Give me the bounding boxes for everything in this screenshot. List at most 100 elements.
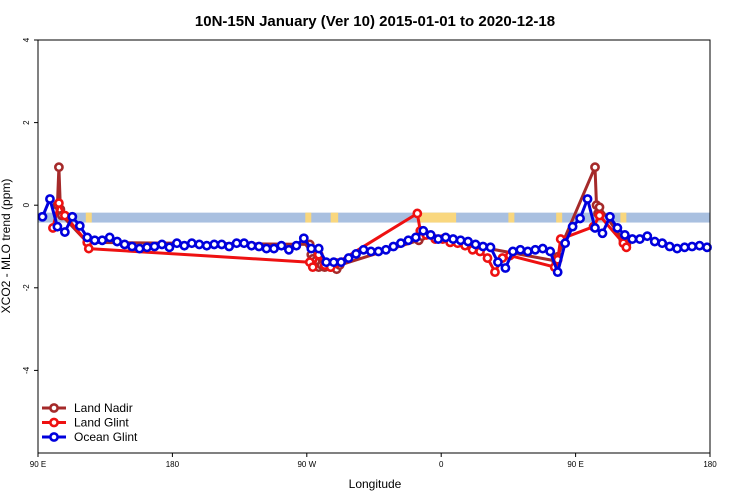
data-point-ocean-glint bbox=[395, 238, 406, 249]
data-point-ocean-glint bbox=[97, 235, 108, 246]
x-tick-label: 180 bbox=[703, 460, 717, 469]
data-point-ocean-glint bbox=[82, 232, 93, 243]
data-point-ocean-glint bbox=[425, 230, 436, 240]
data-point-ocean-glint bbox=[500, 263, 511, 273]
data-point-ocean-glint bbox=[149, 241, 160, 252]
data-point-ocean-glint bbox=[298, 233, 309, 244]
data-point-ocean-glint bbox=[507, 246, 518, 257]
legend-item-ocean-glint: Ocean Glint bbox=[42, 430, 138, 444]
x-tick-label: 90 E bbox=[30, 460, 46, 469]
data-point-ocean-glint bbox=[171, 238, 182, 249]
data-point-ocean-glint bbox=[104, 232, 115, 243]
data-point-ocean-glint bbox=[52, 221, 63, 232]
legend-swatch-marker bbox=[49, 403, 59, 413]
data-point-ocean-glint bbox=[694, 240, 705, 251]
data-point-ocean-glint bbox=[186, 238, 197, 249]
data-point-ocean-glint bbox=[664, 241, 675, 252]
data-point-ocean-glint bbox=[433, 234, 444, 244]
data-point-ocean-glint bbox=[358, 244, 369, 255]
data-point-ocean-glint bbox=[127, 241, 137, 252]
x-tick-label: 90 W bbox=[297, 460, 316, 469]
series-line-ocean-glint bbox=[41, 197, 708, 274]
series-ocean-glint bbox=[37, 194, 712, 278]
data-point-ocean-glint bbox=[269, 243, 279, 254]
plot-frame bbox=[37, 39, 711, 454]
data-point-ocean-glint bbox=[612, 223, 623, 233]
data-point-ocean-glint bbox=[672, 243, 683, 254]
legend-label: Ocean Glint bbox=[74, 430, 138, 444]
chart-title: 10N-15N January (Ver 10) 2015-01-01 to 2… bbox=[195, 13, 555, 30]
legend-item-land-glint: Land Glint bbox=[42, 416, 129, 430]
data-point-ocean-glint bbox=[642, 231, 653, 242]
data-point-land-nadir bbox=[590, 162, 600, 173]
data-point-ocean-glint bbox=[254, 241, 264, 252]
x-tick-label: 90 E bbox=[567, 460, 583, 469]
x-tick-label: 180 bbox=[166, 460, 180, 469]
data-point-ocean-glint bbox=[351, 249, 361, 259]
data-point-ocean-glint bbox=[463, 236, 473, 247]
data-point-ocean-glint bbox=[112, 236, 123, 247]
data-point-ocean-glint bbox=[67, 211, 78, 222]
legend-item-land-nadir: Land Nadir bbox=[42, 401, 133, 415]
data-point-ocean-glint bbox=[515, 244, 526, 255]
data-point-ocean-glint bbox=[627, 234, 638, 244]
y-tick-label: -4 bbox=[22, 366, 31, 374]
y-tick-label: 4 bbox=[22, 37, 31, 42]
data-point-ocean-glint bbox=[313, 243, 324, 254]
data-point-ocean-glint bbox=[418, 225, 429, 236]
data-point-ocean-glint bbox=[209, 239, 220, 250]
data-point-ocean-glint bbox=[410, 232, 421, 243]
land-band-segment bbox=[330, 212, 339, 223]
data-point-ocean-glint bbox=[119, 239, 130, 250]
legend-swatch-marker bbox=[49, 432, 59, 442]
data-point-ocean-glint bbox=[455, 235, 466, 246]
data-point-ocean-glint bbox=[321, 257, 332, 268]
ocean-band bbox=[38, 212, 710, 223]
data-point-ocean-glint bbox=[440, 232, 451, 243]
data-point-ocean-glint bbox=[649, 236, 660, 247]
data-point-ocean-glint bbox=[246, 240, 257, 251]
data-point-ocean-glint bbox=[582, 194, 593, 204]
data-point-ocean-glint bbox=[164, 242, 175, 253]
data-point-ocean-glint bbox=[261, 243, 272, 254]
y-tick-label: 2 bbox=[22, 120, 31, 125]
data-point-land-glint bbox=[307, 262, 318, 273]
data-point-ocean-glint bbox=[597, 228, 608, 239]
data-point-ocean-glint bbox=[657, 238, 668, 249]
data-point-ocean-glint bbox=[239, 238, 249, 249]
data-point-land-glint bbox=[594, 210, 605, 221]
data-point-land-nadir bbox=[594, 202, 605, 213]
land-band-segment bbox=[305, 212, 312, 223]
data-point-ocean-glint bbox=[373, 246, 384, 257]
data-point-ocean-glint bbox=[45, 194, 55, 204]
data-point-ocean-glint bbox=[89, 235, 100, 246]
data-point-ocean-glint bbox=[478, 241, 488, 252]
data-point-land-nadir bbox=[54, 162, 64, 173]
data-point-ocean-glint bbox=[328, 257, 339, 268]
data-point-ocean-glint bbox=[366, 246, 376, 257]
data-point-ocean-glint bbox=[679, 242, 690, 253]
data-point-ocean-glint bbox=[336, 257, 347, 268]
data-point-ocean-glint bbox=[522, 246, 533, 257]
background-band bbox=[38, 212, 710, 223]
data-point-ocean-glint bbox=[291, 240, 302, 251]
y-tick-label: -2 bbox=[22, 284, 31, 292]
data-point-ocean-glint bbox=[590, 223, 600, 233]
data-point-ocean-glint bbox=[157, 239, 167, 250]
data-point-ocean-glint bbox=[59, 227, 70, 237]
data-point-ocean-glint bbox=[37, 211, 48, 222]
data-point-ocean-glint bbox=[216, 239, 227, 250]
data-point-land-glint bbox=[490, 267, 500, 278]
data-point-ocean-glint bbox=[485, 242, 496, 253]
y-axis-label: XCO2 - MLO trend (ppm) bbox=[0, 179, 13, 314]
data-point-ocean-glint bbox=[448, 234, 459, 244]
x-axis-label: Longitude bbox=[349, 477, 402, 491]
plot-series bbox=[37, 162, 712, 278]
data-point-ocean-glint bbox=[619, 230, 630, 240]
x-tick-label: 0 bbox=[439, 460, 444, 469]
data-point-ocean-glint bbox=[179, 240, 190, 251]
data-point-ocean-glint bbox=[224, 241, 235, 252]
land-band-segment bbox=[556, 212, 563, 223]
